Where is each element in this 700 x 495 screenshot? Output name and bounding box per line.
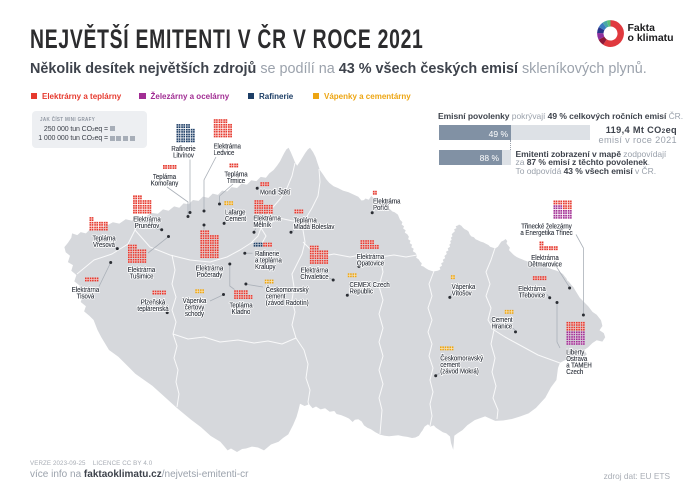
svg-text:Mondi Štětí: Mondi Štětí (260, 188, 291, 197)
svg-text:Mondi Štětí: Mondi Štětí (260, 188, 291, 197)
